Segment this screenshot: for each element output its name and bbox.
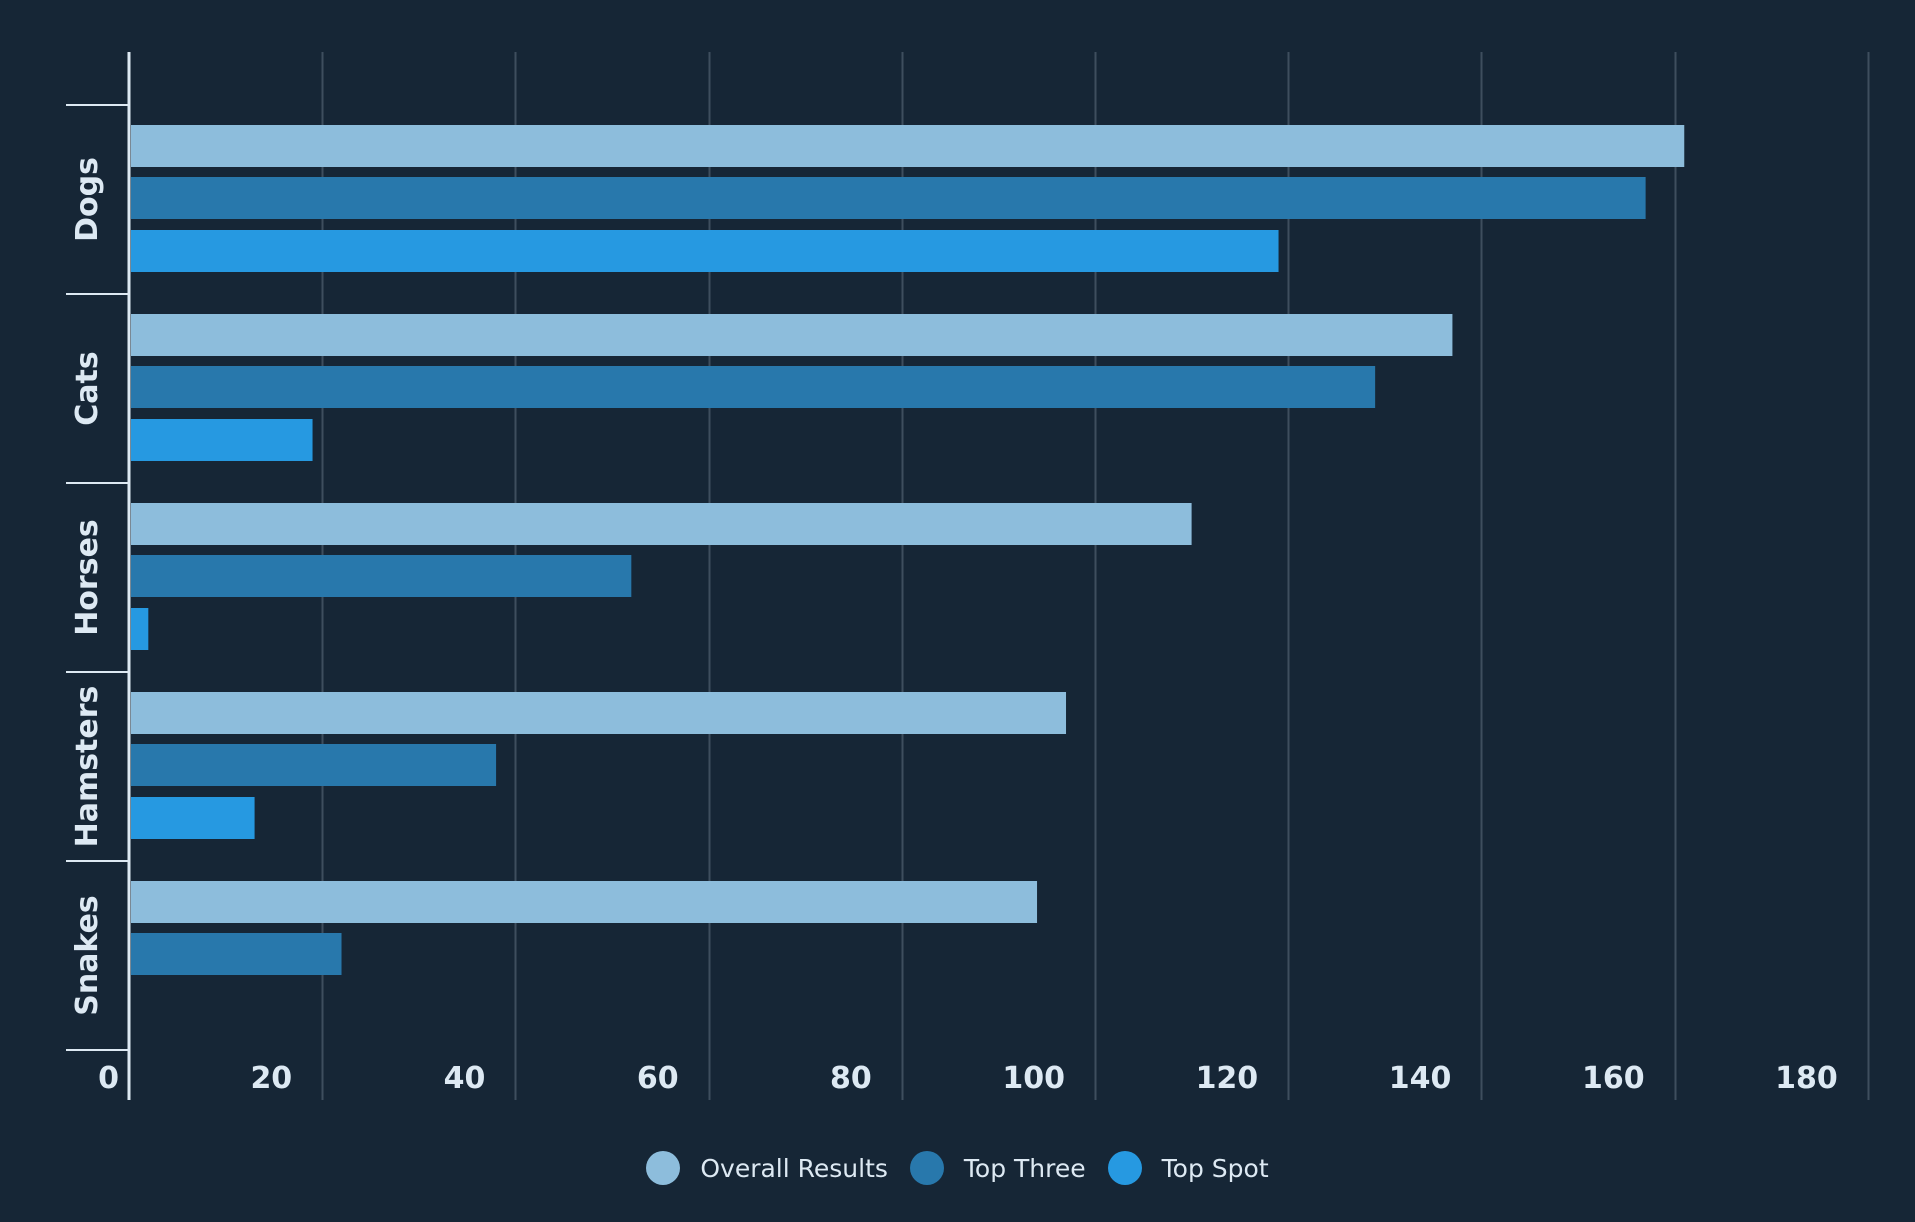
x-tick-label: 100	[1002, 1061, 1065, 1096]
labels: Dogs Cats Horses Hamsters Snakes 0 20 40 60 80 100…	[70, 157, 1838, 1096]
bars	[131, 125, 1685, 975]
legend-label: Overall Results	[700, 1153, 888, 1183]
x-tick-label: 140	[1389, 1061, 1452, 1096]
bar-dogs-top-spot	[131, 230, 1279, 272]
x-tick-label: 120	[1196, 1061, 1259, 1096]
legend: Overall Results Top Three Top Spot	[0, 1148, 1915, 1188]
legend-label: Top Spot	[1161, 1153, 1269, 1183]
category-label: Dogs	[70, 157, 105, 242]
category-label: Cats	[70, 351, 105, 425]
legend-swatch	[909, 1151, 944, 1185]
x-tick-label: 80	[830, 1061, 872, 1096]
bar-horses-top-spot	[131, 608, 149, 650]
bar-hamsters-top-spot	[131, 797, 255, 839]
bar-cats-top-three	[131, 366, 1376, 408]
bar-snakes-overall-results	[131, 881, 1038, 923]
bar-horses-overall-results	[131, 503, 1192, 545]
legend-item[interactable]: Top Three	[909, 1151, 1086, 1185]
bar-dogs-overall-results	[131, 125, 1685, 167]
legend-label: Top Three	[963, 1153, 1086, 1183]
legend-item[interactable]: Overall Results	[646, 1151, 888, 1185]
x-tick-label: 40	[444, 1061, 486, 1096]
x-tick-label: 20	[250, 1061, 292, 1096]
bar-snakes-top-three	[131, 933, 342, 975]
legend-item[interactable]: Top Spot	[1107, 1151, 1269, 1185]
bar-cats-overall-results	[131, 314, 1453, 356]
legend-swatch	[1107, 1151, 1142, 1185]
x-tick-label: 60	[637, 1061, 679, 1096]
axes	[66, 52, 131, 1100]
category-label: Horses	[70, 519, 105, 636]
gridlines	[321, 52, 1870, 1100]
x-tick-label: 180	[1775, 1061, 1838, 1096]
bar-dogs-top-three	[131, 177, 1646, 219]
bar-hamsters-top-three	[131, 744, 497, 786]
bar-cats-top-spot	[131, 419, 313, 461]
category-label: Hamsters	[70, 686, 105, 848]
category-label: Snakes	[70, 895, 105, 1016]
legend-swatch	[646, 1151, 681, 1185]
x-tick-label: 0	[98, 1061, 119, 1096]
bar-hamsters-overall-results	[131, 692, 1067, 734]
bar-horses-top-three	[131, 555, 632, 597]
x-tick-label: 160	[1582, 1061, 1645, 1096]
